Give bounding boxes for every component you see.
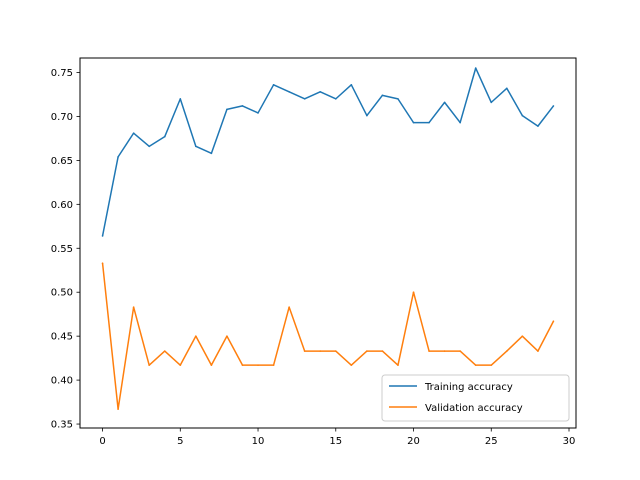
data-point-validation-accuracy: [195, 335, 197, 337]
y-tick-label: 0.65: [51, 156, 73, 167]
x-tick-label: 10: [252, 436, 265, 447]
y-axis-ticks: 0.35 0.40 0.45 0.50 0.55 0.60 0.65 0.70 0.75: [51, 68, 80, 431]
series-line-validation-accuracy: [101, 263, 555, 410]
data-point-validation-accuracy: [334, 350, 337, 352]
data-point-validation-accuracy: [366, 350, 368, 352]
data-point-training-accuracy: [366, 114, 368, 117]
data-point-validation-accuracy: [552, 320, 555, 323]
legend-box: [381, 374, 570, 422]
x-tick-label: 30: [563, 436, 576, 447]
data-point-validation-accuracy: [226, 335, 228, 337]
data-point-training-accuracy: [117, 156, 119, 158]
data-point-training-accuracy: [381, 94, 384, 97]
data-point-validation-accuracy: [412, 291, 415, 294]
data-point-training-accuracy: [163, 135, 166, 138]
data-point-training-accuracy: [303, 98, 306, 100]
data-point-validation-accuracy: [241, 364, 244, 366]
data-point-validation-accuracy: [319, 350, 322, 352]
data-point-training-accuracy: [179, 98, 182, 100]
data-point-training-accuracy: [521, 114, 524, 117]
data-point-validation-accuracy: [350, 364, 353, 366]
series-layer: [101, 67, 555, 410]
data-point-validation-accuracy: [101, 262, 104, 265]
data-point-training-accuracy: [241, 105, 244, 107]
x-tick-label: 5: [177, 436, 183, 447]
plot-area: 0 5 10 15 20 25 30 0.35 0.40 0.45 0.50 0.55 0.60 0.6…: [51, 57, 577, 447]
y-tick-label: 0.50: [51, 288, 73, 299]
x-tick-label: 0: [99, 436, 105, 447]
data-point-validation-accuracy: [521, 335, 524, 337]
data-point-validation-accuracy: [381, 350, 384, 352]
axes-frame: [79, 57, 577, 429]
data-point-validation-accuracy: [163, 350, 166, 352]
data-point-validation-accuracy: [490, 364, 493, 366]
data-point-validation-accuracy: [459, 350, 461, 352]
data-point-training-accuracy: [474, 67, 477, 69]
data-point-validation-accuracy: [148, 364, 150, 366]
data-point-training-accuracy: [272, 84, 275, 86]
data-point-validation-accuracy: [397, 364, 399, 366]
data-point-validation-accuracy: [506, 350, 508, 352]
data-point-validation-accuracy: [474, 364, 477, 366]
data-point-validation-accuracy: [179, 364, 182, 366]
data-point-training-accuracy: [350, 84, 353, 86]
data-point-training-accuracy: [397, 98, 399, 100]
data-point-validation-accuracy: [272, 364, 275, 366]
data-point-training-accuracy: [132, 132, 135, 134]
data-point-training-accuracy: [443, 101, 446, 104]
data-point-validation-accuracy: [537, 350, 539, 352]
data-point-training-accuracy: [101, 235, 104, 237]
data-point-training-accuracy: [334, 98, 337, 100]
data-point-validation-accuracy: [117, 408, 119, 410]
legend-label-validation: Validation accuracy: [425, 403, 523, 414]
legend-label-training: Training accuracy: [424, 382, 513, 393]
data-point-training-accuracy: [459, 121, 461, 124]
data-point-training-accuracy: [412, 121, 415, 124]
y-tick-label: 0.45: [51, 332, 73, 343]
y-tick-label: 0.35: [51, 420, 73, 431]
y-tick-label: 0.55: [51, 244, 73, 255]
data-point-training-accuracy: [319, 91, 322, 93]
data-point-validation-accuracy: [210, 364, 213, 366]
data-point-validation-accuracy: [288, 306, 290, 308]
data-point-validation-accuracy: [303, 350, 306, 352]
y-tick-label: 0.40: [51, 376, 73, 387]
data-point-training-accuracy: [210, 152, 213, 155]
data-point-training-accuracy: [226, 108, 228, 111]
data-point-training-accuracy: [288, 91, 290, 93]
data-point-training-accuracy: [537, 125, 539, 127]
data-point-training-accuracy: [257, 112, 259, 114]
x-tick-label: 25: [485, 436, 498, 447]
x-tick-label: 15: [329, 436, 342, 447]
data-point-validation-accuracy: [428, 350, 430, 352]
data-point-validation-accuracy: [257, 364, 259, 366]
data-point-training-accuracy: [148, 145, 150, 148]
data-point-training-accuracy: [552, 105, 555, 107]
x-axis-ticks: 0 5 10 15 20 25 30: [99, 428, 575, 447]
data-point-training-accuracy: [490, 101, 493, 104]
y-tick-label: 0.75: [51, 68, 73, 79]
data-point-training-accuracy: [506, 87, 508, 90]
legend: Training accuracy Validation accuracy: [381, 374, 570, 422]
data-point-validation-accuracy: [132, 306, 135, 308]
series-line-training-accuracy: [101, 67, 555, 237]
data-point-training-accuracy: [428, 121, 430, 124]
data-point-validation-accuracy: [443, 350, 446, 352]
x-tick-label: 20: [407, 436, 420, 447]
y-tick-label: 0.70: [51, 112, 73, 123]
data-point-training-accuracy: [195, 145, 197, 148]
y-tick-label: 0.60: [51, 200, 73, 211]
